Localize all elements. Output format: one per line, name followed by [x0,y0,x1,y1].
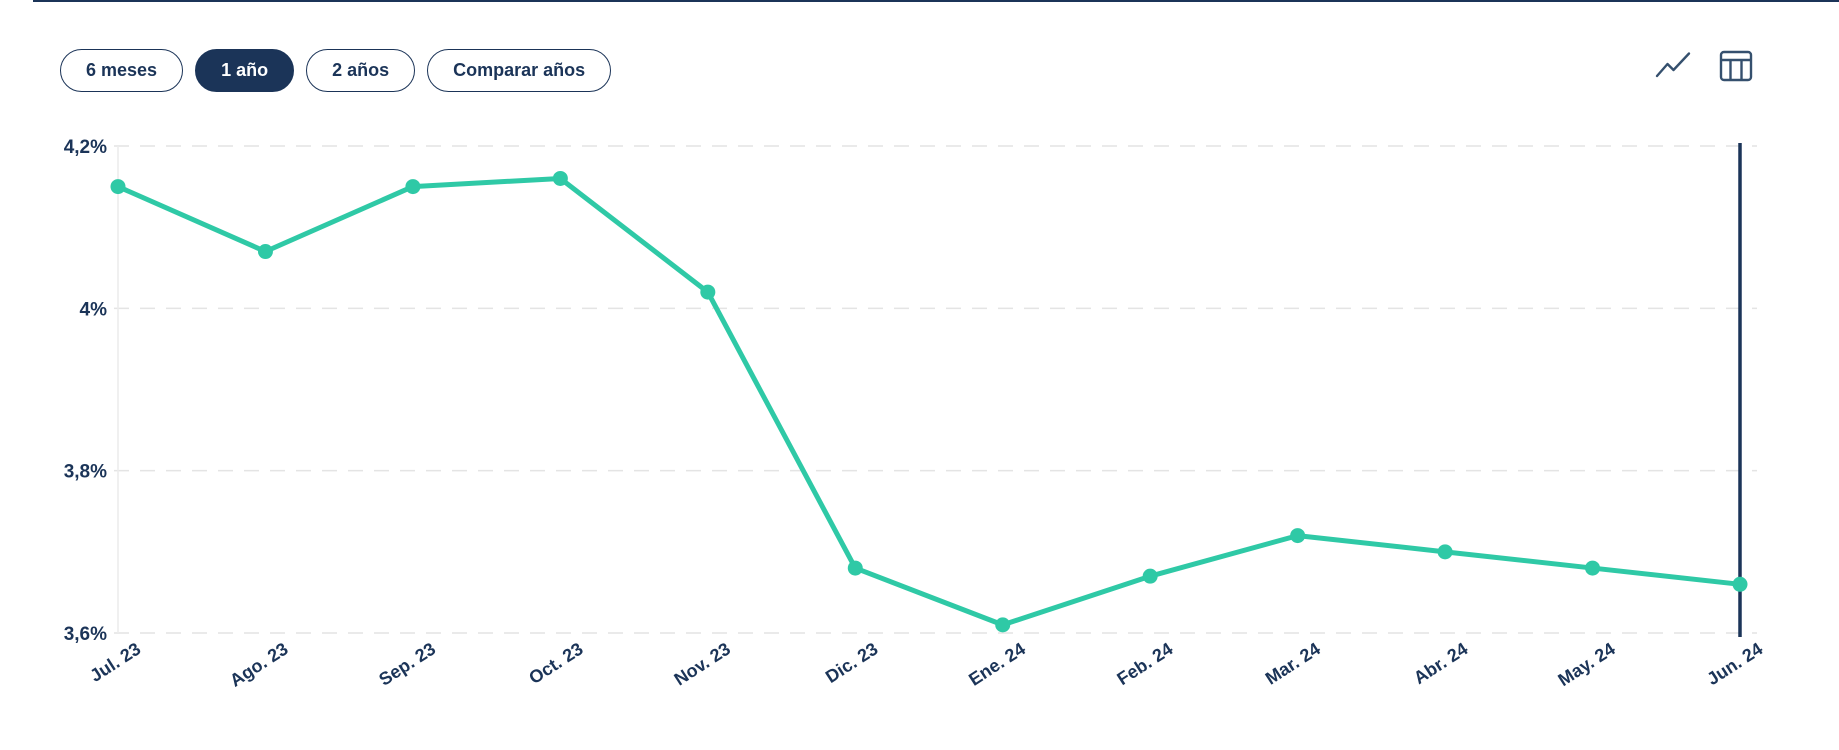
compare-years-button[interactable]: Comparar años [427,49,612,92]
data-point[interactable] [552,170,568,186]
data-point[interactable] [1437,544,1453,560]
range-button-2-anos[interactable]: 2 años [306,49,416,92]
x-tick-label: Dic. 23 [822,639,882,687]
y-tick-label: 3,8% [64,462,107,483]
data-point[interactable] [257,244,273,260]
line-chart-icon [1655,52,1691,78]
data-point[interactable] [1732,576,1748,592]
y-tick-label: 3,6% [64,624,107,645]
data-point[interactable] [700,284,716,300]
x-tick-label: Feb. 24 [1113,639,1176,690]
x-tick-label: Abr. 24 [1410,639,1471,688]
y-tick-label: 4% [80,299,108,320]
data-point[interactable] [847,560,863,576]
x-tick-label: Jun. 24 [1703,639,1766,690]
table-view-button[interactable] [1718,48,1754,84]
x-tick-label: Ago. 23 [226,639,291,691]
view-toggle-group [1654,48,1754,84]
y-tick-label: 4,2% [64,137,107,158]
data-point[interactable] [995,617,1011,633]
x-tick-label: Nov. 23 [671,639,734,690]
line-chart-view-button[interactable] [1654,49,1692,83]
x-tick-label: Mar. 24 [1262,639,1324,689]
data-point[interactable] [1585,560,1601,576]
time-range-toolbar: 6 meses 1 año 2 años Comparar años [60,49,612,92]
table-icon [1719,50,1753,82]
data-point[interactable] [1290,528,1306,544]
x-tick-label: Ene. 24 [965,639,1029,690]
series-line [115,175,1743,628]
data-point[interactable] [1142,568,1158,584]
range-button-6-meses[interactable]: 6 meses [60,49,184,92]
x-tick-label: Oct. 23 [525,639,586,688]
data-point[interactable] [110,179,126,195]
data-point[interactable] [405,179,421,195]
x-tick-label: May. 24 [1554,639,1618,690]
x-tick-label: Jul. 23 [86,639,144,686]
range-button-1-ano[interactable]: 1 año [195,49,295,92]
x-tick-label: Sep. 23 [375,639,439,690]
top-divider [33,0,1839,2]
